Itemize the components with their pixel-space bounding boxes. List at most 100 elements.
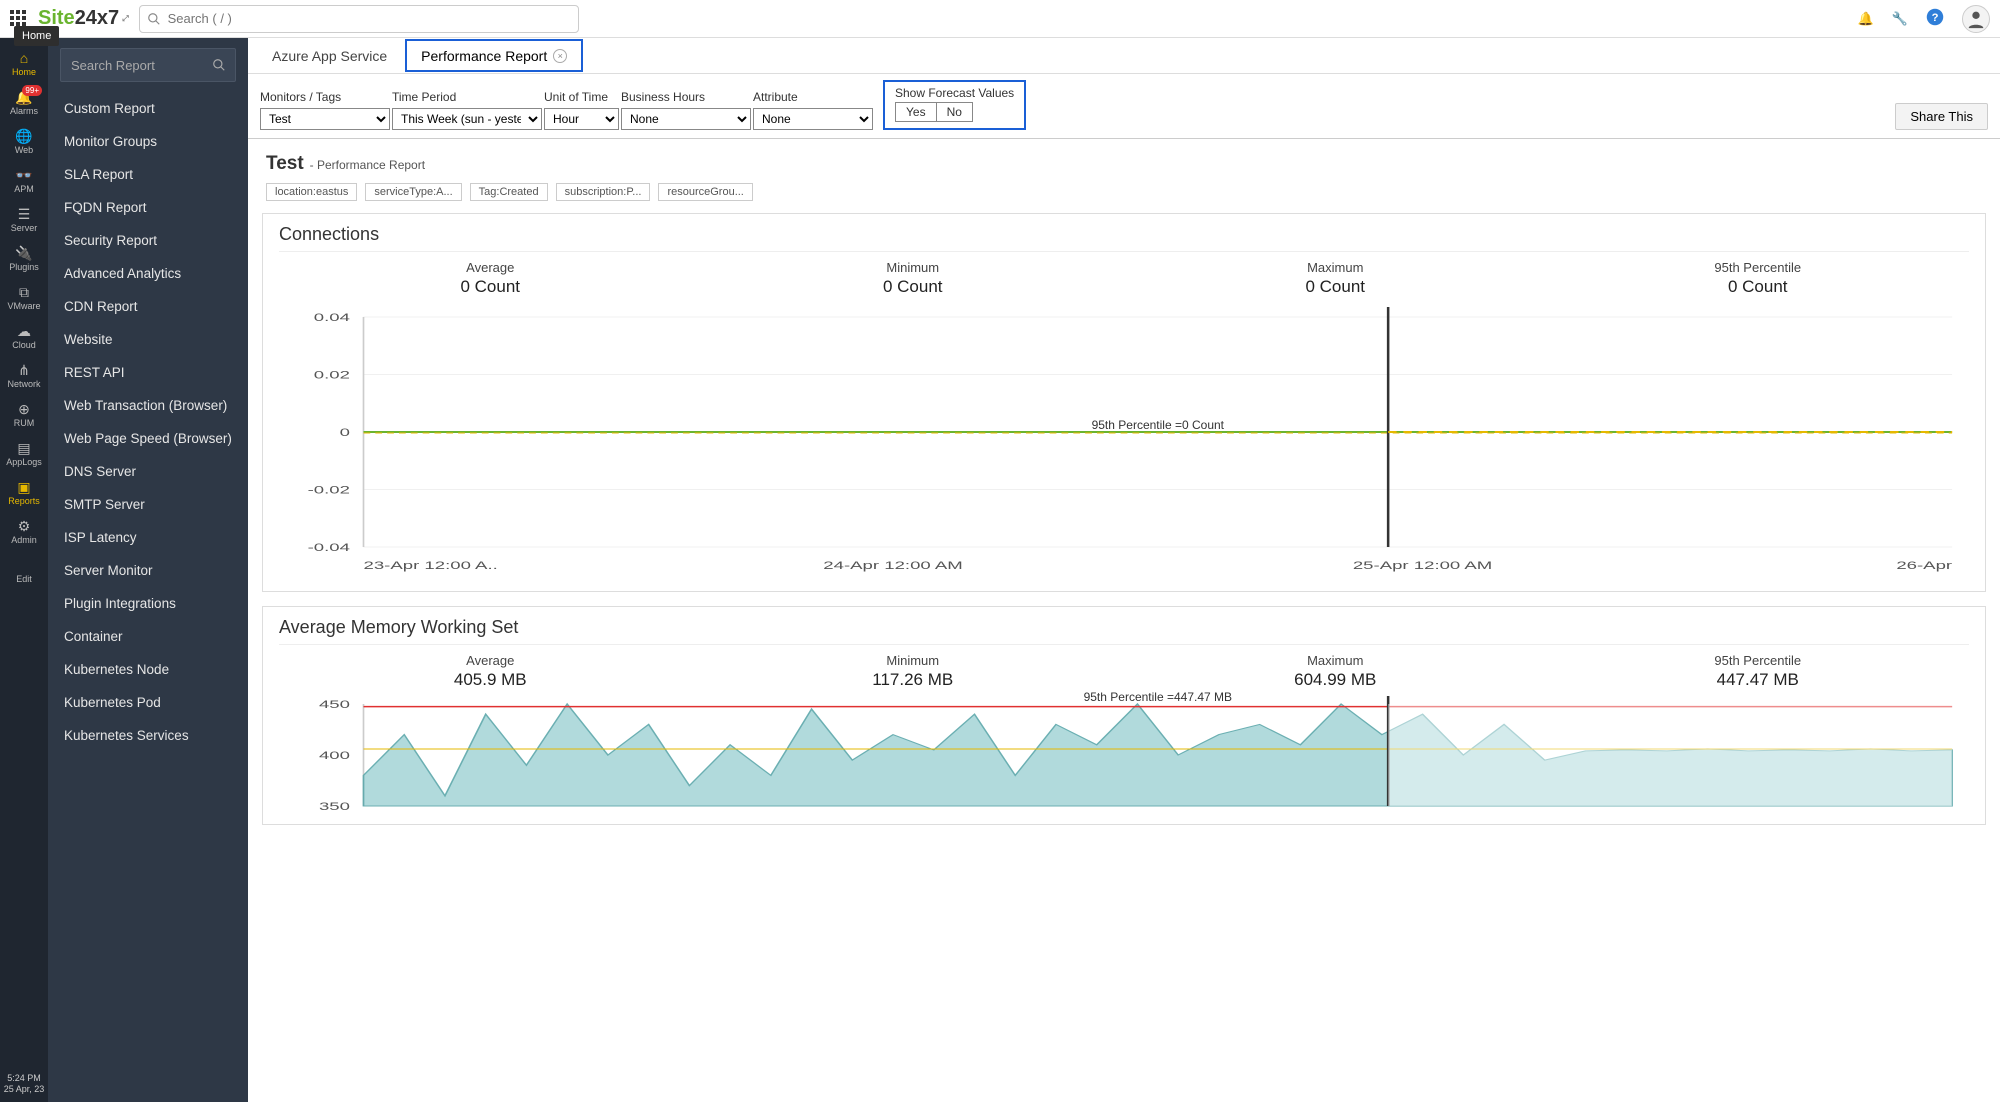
sidebar-item[interactable]: Plugin Integrations — [48, 587, 248, 620]
sidebar-item[interactable]: Container — [48, 620, 248, 653]
svg-text:450: 450 — [319, 699, 350, 711]
sidebar-item[interactable]: Kubernetes Pod — [48, 686, 248, 719]
sidebar-item[interactable]: Server Monitor — [48, 554, 248, 587]
avatar[interactable] — [1962, 5, 1990, 33]
rail-label: Web — [15, 146, 33, 155]
svg-text:24-Apr 12:00 AM: 24-Apr 12:00 AM — [823, 560, 962, 572]
tag[interactable]: location:eastus — [266, 183, 357, 201]
stat-label: Maximum — [1124, 260, 1547, 275]
rail-label: APM — [14, 185, 34, 194]
period-select[interactable]: This Week (sun - yesterday) — [392, 108, 542, 130]
rail-item-home[interactable]: ⌂Home — [0, 44, 48, 83]
rail-icon: 🌐 — [15, 128, 32, 144]
sidebar-search-input[interactable] — [60, 48, 236, 82]
stat-value: 405.9 MB — [279, 670, 702, 690]
svg-text:0: 0 — [340, 427, 350, 439]
search-input[interactable] — [139, 5, 579, 33]
help-icon[interactable]: ? — [1926, 8, 1944, 29]
global-search — [139, 5, 579, 33]
rail-item-edit[interactable]: Edit — [0, 551, 48, 590]
unit-select[interactable]: Hour — [544, 108, 619, 130]
svg-text:0.04: 0.04 — [314, 312, 351, 324]
tag[interactable]: Tag:Created — [470, 183, 548, 201]
rail-item-cloud[interactable]: ☁Cloud — [0, 317, 48, 356]
tab[interactable]: Azure App Service — [258, 41, 401, 70]
sidebar-item[interactable]: Website — [48, 323, 248, 356]
sidebar-item[interactable]: Kubernetes Node — [48, 653, 248, 686]
sidebar-item[interactable]: FQDN Report — [48, 191, 248, 224]
stat: Average0 Count — [279, 260, 702, 297]
sidebar-item[interactable]: REST API — [48, 356, 248, 389]
stat: Minimum117.26 MB — [702, 653, 1125, 690]
sidebar: Custom ReportMonitor GroupsSLA ReportFQD… — [48, 38, 248, 1102]
rail-item-rum[interactable]: ⊕RUM — [0, 395, 48, 434]
rail-label: VMware — [7, 302, 40, 311]
rail-item-web[interactable]: 🌐 Web — [0, 122, 48, 161]
rail-icon: 🔌 — [15, 245, 32, 261]
sidebar-item[interactable]: CDN Report — [48, 290, 248, 323]
content: Test - Performance Report location:eastu… — [248, 139, 2000, 1102]
sidebar-item[interactable]: DNS Server — [48, 455, 248, 488]
attr-select[interactable]: None — [753, 108, 873, 130]
sidebar-item[interactable]: Security Report — [48, 224, 248, 257]
svg-text:26-Apr: 26-Apr — [1896, 560, 1952, 572]
topbar: Home Site24x7 ⤢ 🔔 🔧 ? — [0, 0, 2000, 38]
rail-item-network[interactable]: ⋔Network — [0, 356, 48, 395]
tag-list: location:eastus serviceType:A... Tag:Creat… — [266, 183, 1986, 201]
share-button[interactable]: Share This — [1895, 103, 1988, 130]
connections-chart: -0.04-0.0200.020.0423-Apr 12:00 A..24-Ap… — [279, 297, 1969, 577]
forecast-no-button[interactable]: No — [936, 103, 972, 121]
tag[interactable]: serviceType:A... — [365, 183, 461, 201]
sidebar-item[interactable]: SMTP Server — [48, 488, 248, 521]
stat: Maximum604.99 MB — [1124, 653, 1547, 690]
sidebar-item[interactable]: Web Page Speed (Browser) — [48, 422, 248, 455]
tools-icon[interactable]: 🔧 — [1892, 11, 1908, 27]
svg-text:25-Apr 12:00 AM: 25-Apr 12:00 AM — [1353, 560, 1492, 572]
stat-value: 604.99 MB — [1124, 670, 1547, 690]
page-title: Test - Performance Report — [266, 153, 1986, 175]
rail-item-vmware[interactable]: ⧉VMware — [0, 278, 48, 317]
memory-panel: Average Memory Working Set Average405.9 … — [262, 606, 1986, 825]
sidebar-item[interactable]: Custom Report — [48, 92, 248, 125]
stat-value: 0 Count — [279, 277, 702, 297]
forecast-yes-button[interactable]: Yes — [896, 103, 936, 121]
rail-item-admin[interactable]: ⚙ Admin — [0, 512, 48, 551]
rail-item-plugins[interactable]: 🔌Plugins — [0, 239, 48, 278]
rail-item-alarms[interactable]: 🔔Alarms99+ — [0, 83, 48, 122]
stat-label: Minimum — [702, 260, 1125, 275]
stat-label: 95th Percentile — [1547, 653, 1970, 668]
rail-icon: ⚙ — [18, 518, 31, 534]
tabs: Azure App ServicePerformance Report× — [248, 38, 2000, 74]
tag[interactable]: subscription:P... — [556, 183, 651, 201]
svg-text:-0.04: -0.04 — [308, 542, 351, 554]
svg-text:?: ? — [1932, 12, 1939, 24]
sidebar-item[interactable]: Web Transaction (Browser) — [48, 389, 248, 422]
hours-select[interactable]: None — [621, 108, 751, 130]
sidebar-item[interactable]: Advanced Analytics — [48, 257, 248, 290]
rail-time: 5:24 PM25 Apr, 23 — [2, 1067, 47, 1102]
close-icon[interactable]: × — [553, 49, 567, 63]
stat-value: 117.26 MB — [702, 670, 1125, 690]
apps-grid-icon[interactable] — [10, 10, 28, 28]
rail-label: Home — [12, 68, 36, 77]
rail-item-apm[interactable]: 👓APM — [0, 161, 48, 200]
monitors-select[interactable]: Test — [260, 108, 390, 130]
tag[interactable]: resourceGrou... — [658, 183, 752, 201]
rail-item-reports[interactable]: ▣Reports — [0, 473, 48, 512]
sidebar-item[interactable]: ISP Latency — [48, 521, 248, 554]
page-title-sub: - Performance Report — [310, 158, 425, 172]
notification-icon[interactable]: 🔔 — [1858, 11, 1874, 27]
sidebar-item[interactable]: Monitor Groups — [48, 125, 248, 158]
tab[interactable]: Performance Report× — [405, 39, 583, 72]
rail-icon: ⊕ — [18, 401, 30, 417]
sidebar-item[interactable]: Kubernetes Services — [48, 719, 248, 752]
sidebar-search — [48, 38, 248, 92]
sidebar-item[interactable]: SLA Report — [48, 158, 248, 191]
rail-item-server[interactable]: ☰Server — [0, 200, 48, 239]
main: Azure App ServicePerformance Report× Mon… — [248, 38, 2000, 1102]
chart-annotation: 95th Percentile =0 Count — [1092, 418, 1224, 432]
rail-label: Admin — [11, 536, 37, 545]
stat: 95th Percentile0 Count — [1547, 260, 1970, 297]
rail-item-applogs[interactable]: ▤AppLogs — [0, 434, 48, 473]
stat-value: 0 Count — [1547, 277, 1970, 297]
